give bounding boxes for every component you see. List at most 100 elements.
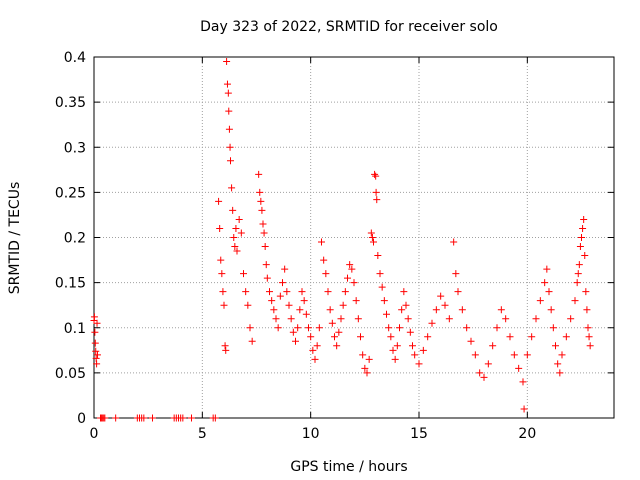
data-point: [578, 234, 585, 241]
data-point: [348, 265, 356, 273]
data-point: [289, 328, 297, 336]
y-tick-label: 0.25: [55, 185, 86, 201]
y-tick-labels: 0 0.05 0.1 0.15 0.2 0.25 0.3 0.35 0.4: [55, 50, 86, 427]
data-point: [217, 256, 225, 264]
data-point: [368, 234, 376, 241]
data-point: [573, 279, 581, 287]
data-point: [235, 215, 243, 223]
data-point: [337, 315, 345, 323]
data-point: [222, 346, 230, 354]
data-point: [259, 220, 267, 228]
data-point: [285, 301, 293, 309]
data-point: [223, 80, 231, 88]
data-point: [372, 172, 380, 180]
data-point: [328, 319, 336, 327]
data-point: [287, 315, 295, 323]
data-point: [219, 288, 227, 296]
y-tick-label: 0.4: [64, 50, 86, 66]
data-point: [567, 315, 575, 323]
data-point: [331, 333, 338, 341]
data-point: [270, 306, 278, 314]
data-point: [515, 364, 523, 372]
data-point: [409, 342, 416, 350]
data-point: [571, 297, 579, 305]
data-point: [575, 261, 583, 269]
data-point: [93, 351, 101, 359]
data-point: [311, 355, 319, 363]
data-point: [90, 313, 98, 321]
data-point: [333, 342, 341, 350]
data-point: [224, 89, 232, 97]
data-point: [266, 288, 273, 296]
data-point: [354, 315, 362, 323]
data-point: [373, 196, 381, 204]
data-point: [383, 310, 390, 318]
y-tick-label: 0.2: [64, 231, 86, 247]
data-point: [231, 243, 239, 251]
data-point: [549, 324, 557, 332]
data-point: [554, 360, 562, 368]
data-point: [396, 324, 403, 332]
data-point: [335, 328, 343, 336]
data-point: [389, 346, 397, 354]
data-point: [404, 315, 412, 323]
data-point: [274, 324, 282, 332]
data-point: [552, 342, 559, 350]
data-point: [581, 252, 589, 260]
data-point: [580, 215, 588, 223]
data-point: [346, 261, 354, 269]
data-point: [541, 279, 549, 287]
data-point: [543, 265, 551, 273]
data-point: [367, 229, 375, 237]
data-point: [385, 324, 393, 332]
data-point: [112, 414, 120, 422]
data-point: [484, 360, 492, 368]
x-tick-labels: 0 5 10 15 20: [90, 426, 537, 442]
data-point: [547, 306, 555, 314]
data-point: [528, 333, 536, 341]
x-tick-label: 5: [198, 426, 207, 442]
data-point: [228, 184, 236, 192]
y-tick-label: 0.1: [64, 321, 86, 337]
data-point: [574, 270, 582, 278]
data-point: [268, 297, 276, 305]
x-tick-label: 0: [90, 426, 99, 442]
data-point: [322, 270, 330, 278]
data-point: [583, 306, 591, 314]
data-point: [584, 324, 592, 332]
data-point: [300, 297, 308, 305]
data-point: [257, 197, 265, 205]
data-point: [480, 373, 488, 381]
data-point: [344, 274, 351, 282]
data-point: [279, 279, 286, 287]
data-point: [256, 188, 264, 196]
data-point: [424, 333, 432, 341]
data-point: [91, 328, 99, 336]
data-point: [292, 337, 299, 345]
data-point: [402, 301, 410, 309]
data-point: [223, 58, 231, 66]
data-point: [393, 342, 401, 350]
data-point: [309, 346, 317, 354]
data-point: [391, 355, 399, 363]
data-point: [371, 170, 379, 178]
data-point: [260, 229, 268, 237]
data-point: [341, 288, 349, 296]
data-point: [294, 324, 302, 332]
data-point: [255, 170, 263, 178]
data-point: [262, 261, 270, 269]
data-point: [372, 188, 380, 196]
data-point: [93, 360, 101, 368]
data-point: [585, 333, 593, 341]
axis-ticks: [93, 56, 614, 419]
data-point: [536, 297, 544, 305]
data-point: [218, 270, 226, 278]
data-point: [523, 351, 531, 359]
data-point: [415, 360, 423, 368]
data-points: [90, 58, 594, 422]
data-point: [296, 306, 304, 314]
data-point: [562, 333, 570, 341]
data-point: [398, 306, 406, 314]
data-point: [318, 238, 325, 246]
data-point: [365, 355, 373, 363]
